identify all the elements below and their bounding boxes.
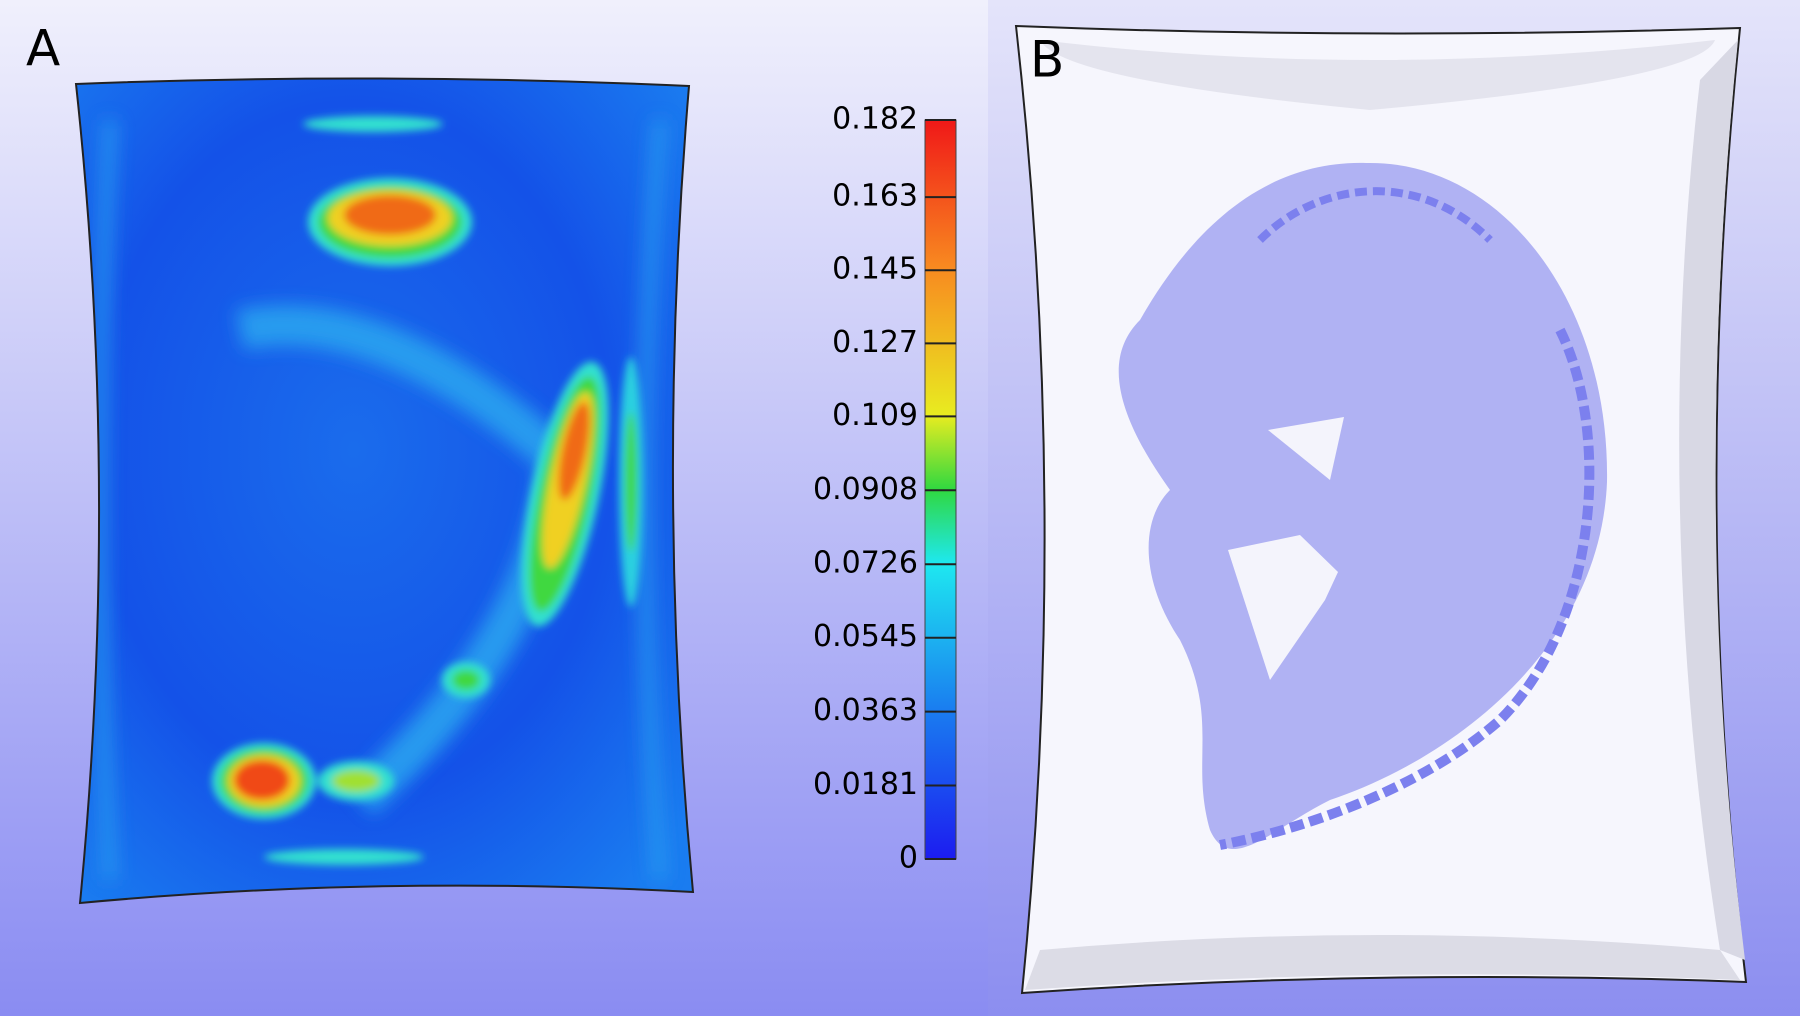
heatmap: [93, 116, 667, 881]
ear-rim: [1257, 187, 1493, 243]
ear-rim: [1219, 327, 1595, 850]
tick-label: 0.0726: [813, 546, 918, 581]
tick-label: 0.127: [832, 325, 918, 360]
tick-label: 0.163: [832, 179, 918, 214]
tick-label: 0.182: [832, 102, 918, 137]
sheet-shading: [1040, 40, 1715, 110]
panel-b: B: [1014, 24, 1748, 995]
tick-label: 0.0181: [813, 767, 918, 802]
tick-label: 0: [899, 841, 918, 876]
ear-model: [1118, 162, 1608, 850]
panel-label: A: [26, 20, 60, 78]
sheet-shading: [1679, 40, 1745, 960]
sheet: [76, 78, 693, 903]
sheet-outline: [74, 77, 695, 905]
ear-hole: [1228, 535, 1338, 680]
tick-label: 0.109: [832, 398, 918, 433]
tick-label: 0.0363: [813, 693, 918, 728]
panel-a: A: [26, 20, 695, 905]
colorbar: 0 0.0181 0.0363 0.0545 0.0726 0.0908 0.109 0.12…: [813, 102, 957, 876]
ear-hole: [1268, 417, 1344, 480]
panel-label: B: [1030, 31, 1064, 89]
sheet-shading: [1025, 935, 1740, 990]
tick-label: 0.145: [832, 252, 918, 287]
tick-label: 0.0908: [813, 472, 918, 507]
tick-label: 0.0545: [813, 619, 918, 654]
